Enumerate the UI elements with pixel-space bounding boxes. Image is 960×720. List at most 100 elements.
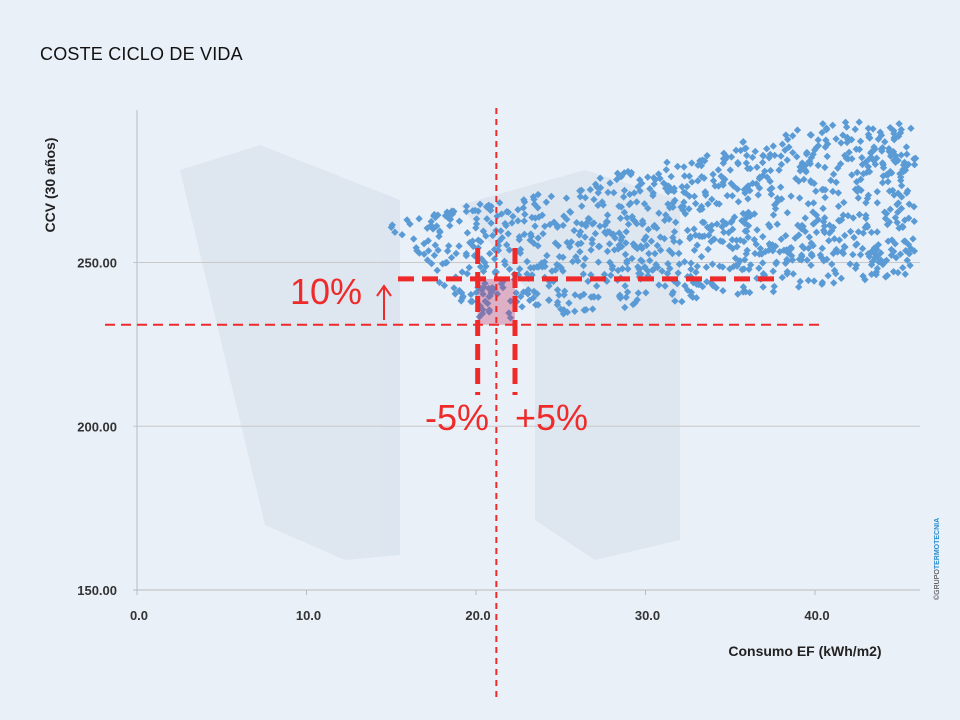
- data-point: [526, 264, 535, 272]
- data-point: [744, 208, 753, 217]
- data-point: [462, 249, 470, 258]
- data-point: [415, 215, 423, 223]
- data-point: [534, 204, 542, 212]
- data-point: [467, 290, 475, 299]
- data-point: [876, 128, 884, 136]
- data-point: [821, 163, 829, 172]
- data-point: [871, 254, 880, 262]
- data-point: [685, 205, 693, 213]
- data-point: [531, 222, 539, 230]
- data-point: [655, 209, 663, 217]
- data-point: [644, 204, 652, 212]
- data-point: [733, 262, 741, 270]
- data-point: [571, 291, 579, 299]
- data-point: [616, 291, 624, 299]
- data-point: [891, 213, 900, 222]
- data-point: [819, 226, 828, 235]
- data-point: [633, 296, 641, 304]
- data-point: [873, 199, 881, 207]
- data-point: [726, 166, 734, 174]
- data-point: [594, 201, 602, 210]
- data-point: [579, 261, 588, 270]
- data-point: [793, 126, 802, 134]
- data-point: [873, 187, 881, 196]
- data-point: [822, 125, 831, 134]
- data-point: [539, 230, 547, 238]
- data-point: [628, 254, 636, 263]
- data-point: [455, 217, 464, 225]
- data-point: [443, 208, 451, 216]
- data-point: [409, 235, 418, 243]
- data-point: [804, 276, 813, 285]
- annotation-x-minus: -5%: [425, 397, 489, 438]
- data-point: [848, 171, 856, 179]
- data-point: [881, 273, 890, 281]
- data-point: [742, 288, 750, 296]
- data-point: [497, 280, 506, 288]
- data-point: [591, 180, 600, 188]
- data-point: [576, 248, 584, 256]
- data-point: [514, 217, 522, 225]
- data-point: [502, 241, 511, 249]
- data-point: [576, 228, 585, 236]
- background-watermark-shape: [180, 145, 680, 560]
- data-point: [844, 211, 852, 220]
- data-point: [744, 233, 752, 242]
- data-point: [634, 263, 642, 271]
- data-point: [854, 194, 863, 202]
- data-point: [836, 160, 845, 168]
- data-point: [846, 227, 855, 236]
- data-point: [641, 263, 649, 271]
- data-point: [638, 257, 646, 265]
- data-point: [846, 260, 854, 268]
- data-point: [474, 207, 482, 215]
- data-point: [586, 186, 594, 194]
- data-point: [751, 249, 759, 258]
- data-point: [515, 236, 523, 244]
- data-point: [662, 211, 670, 219]
- data-point: [769, 267, 777, 275]
- data-point: [770, 282, 778, 291]
- data-point: [621, 303, 629, 312]
- data-point: [819, 204, 827, 213]
- data-point: [634, 183, 642, 191]
- data-point: [420, 239, 428, 248]
- data-point: [430, 251, 439, 260]
- data-point: [529, 294, 538, 302]
- annotation-y-up: 10%: [290, 271, 362, 312]
- data-point: [758, 158, 767, 167]
- data-point: [480, 283, 488, 291]
- data-point: [458, 268, 466, 276]
- data-point: [807, 131, 815, 139]
- data-point: [618, 265, 627, 273]
- data-point: [719, 263, 727, 271]
- data-point: [594, 293, 602, 301]
- data-point: [674, 269, 682, 277]
- data-point: [656, 246, 665, 254]
- data-point: [655, 281, 663, 289]
- data-point: [824, 272, 832, 280]
- copyright-watermark: ©GRUPOTERMOTECNIA: [934, 517, 941, 600]
- data-point: [523, 257, 531, 266]
- data-point: [553, 301, 562, 309]
- data-point: [849, 250, 857, 259]
- x-tick-label: 20.0: [465, 608, 490, 623]
- data-point: [690, 225, 698, 233]
- data-point: [841, 231, 849, 240]
- x-axis-title: Consumo EF (kWh/m2): [728, 643, 881, 659]
- data-point: [861, 275, 869, 284]
- data-point: [517, 292, 525, 301]
- data-point: [566, 208, 575, 217]
- data-point: [882, 256, 891, 265]
- data-point: [726, 265, 734, 273]
- data-point: [524, 290, 532, 298]
- data-point: [433, 266, 441, 275]
- data-point: [644, 225, 653, 234]
- data-point: [755, 174, 764, 183]
- data-point: [783, 209, 792, 217]
- data-point: [698, 205, 706, 213]
- data-point: [723, 191, 731, 200]
- data-point: [854, 184, 862, 192]
- data-point: [432, 222, 441, 230]
- data-point: [520, 217, 528, 225]
